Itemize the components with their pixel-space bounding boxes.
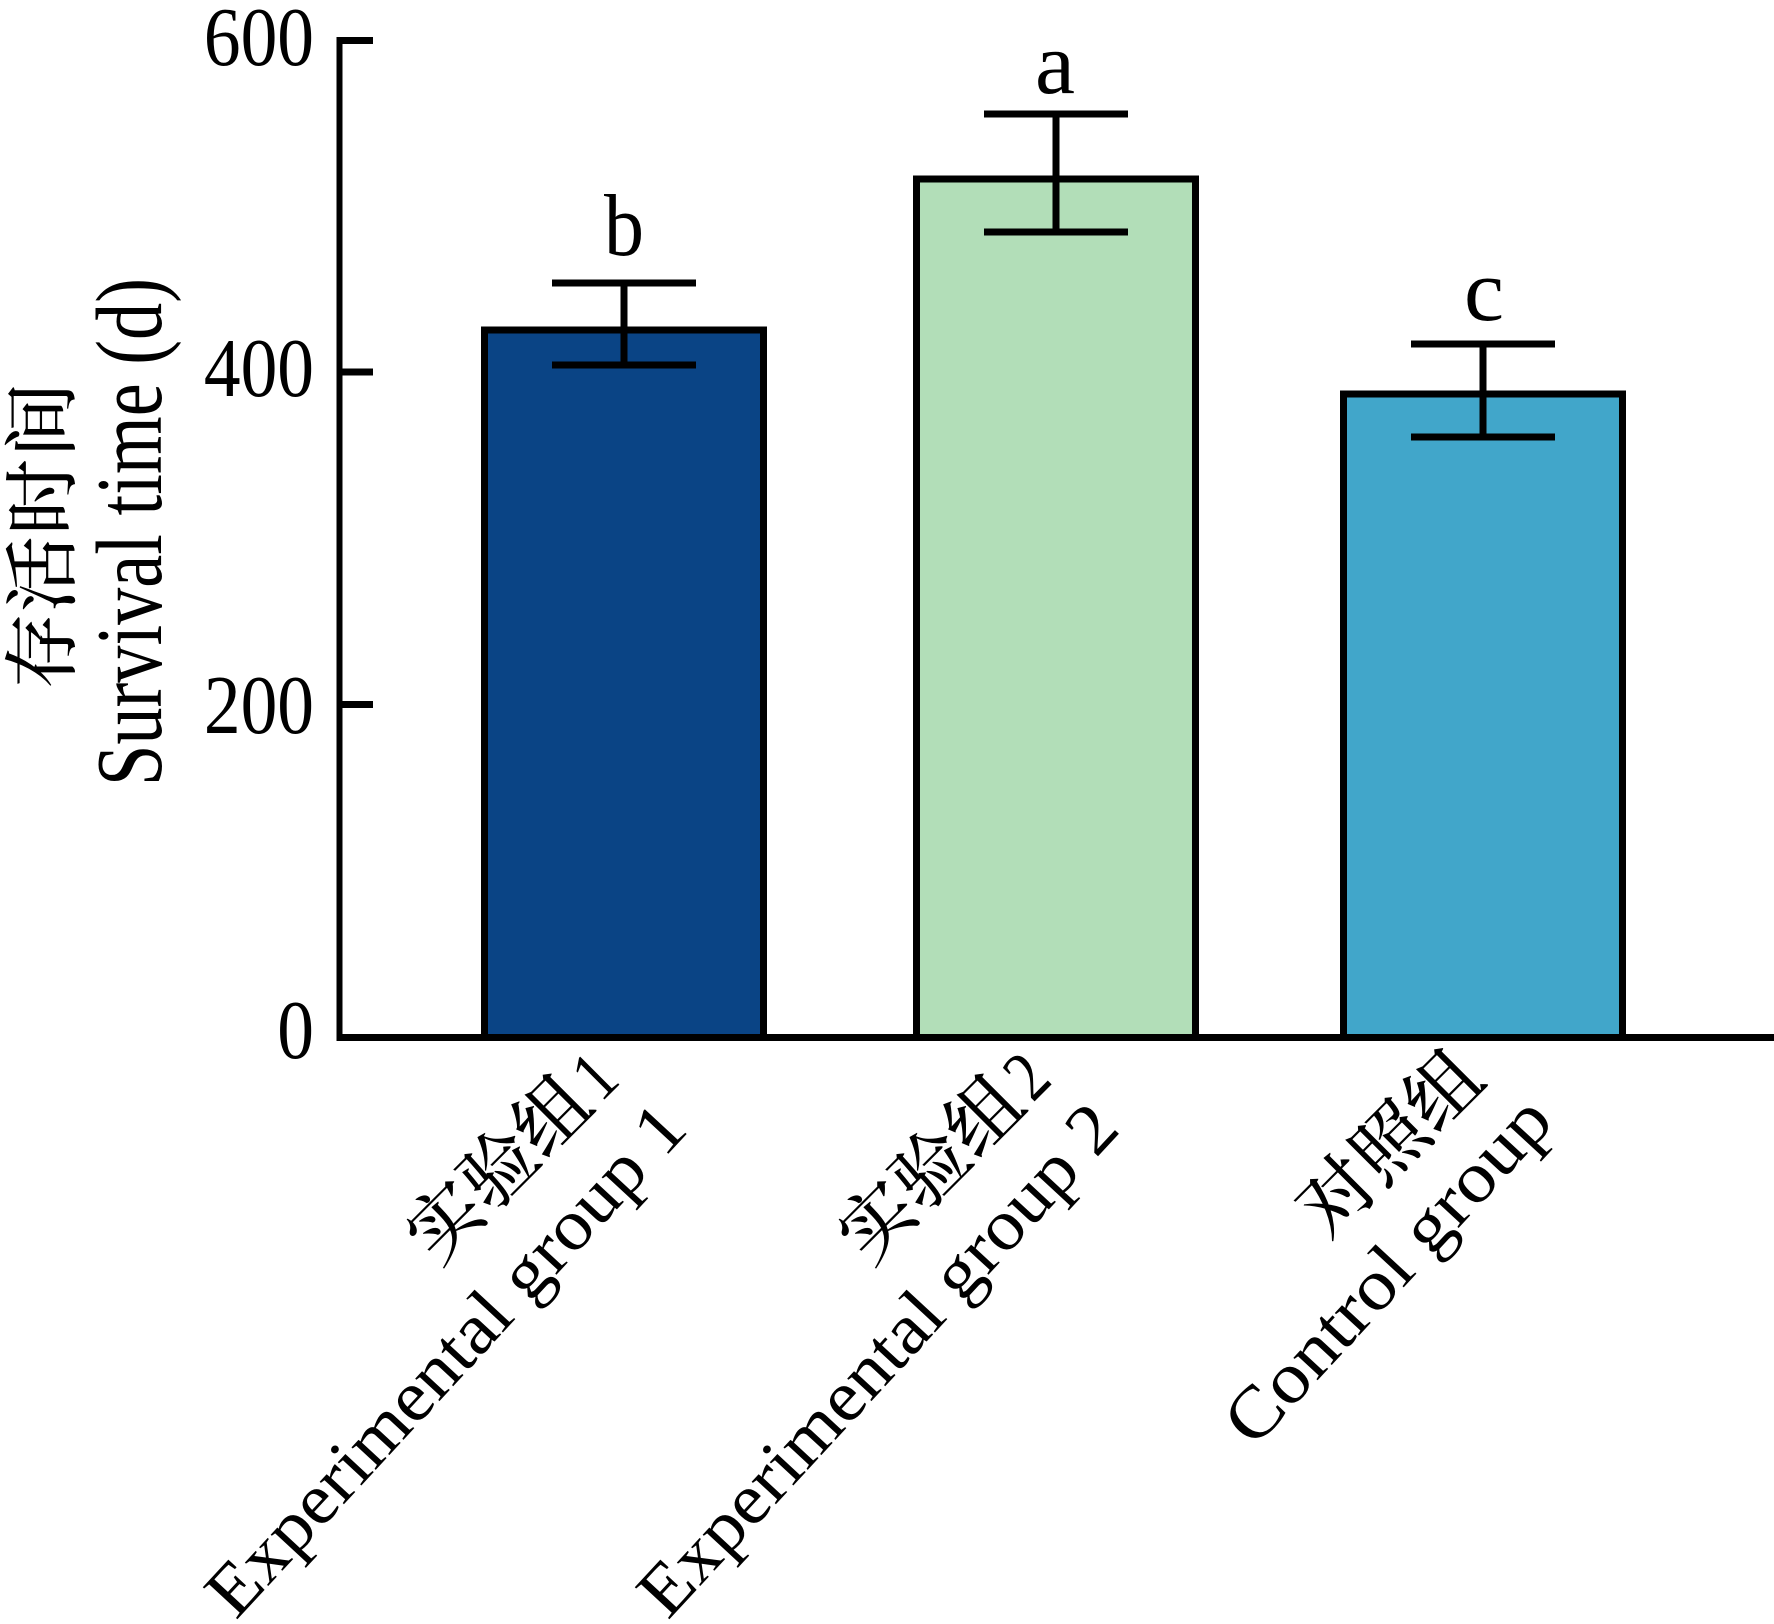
svg-text:600: 600 [204, 0, 314, 84]
svg-text:400: 400 [204, 322, 314, 415]
svg-text:0: 0 [277, 984, 314, 1077]
svg-text:b: b [604, 178, 644, 275]
svg-text:200: 200 [204, 659, 314, 752]
svg-text:Survival time (d): Survival time (d) [78, 278, 182, 786]
svg-text:c: c [1464, 243, 1504, 340]
svg-text:a: a [1035, 16, 1075, 113]
